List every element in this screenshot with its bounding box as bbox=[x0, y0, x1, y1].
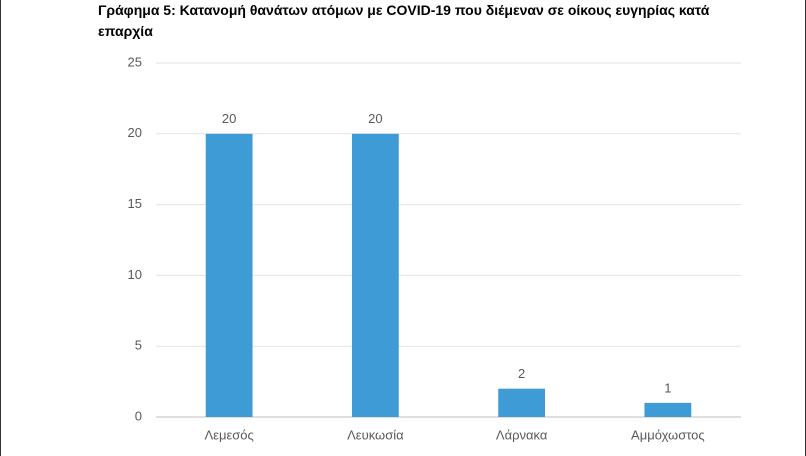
data-label: 20 bbox=[222, 111, 236, 126]
y-tick-label: 10 bbox=[128, 267, 142, 282]
y-tick-label: 25 bbox=[128, 54, 142, 69]
y-tick-label: 20 bbox=[128, 125, 142, 140]
bar bbox=[644, 402, 692, 417]
y-tick-label: 15 bbox=[128, 196, 142, 211]
x-tick-label: Λευκωσία bbox=[347, 427, 404, 442]
x-tick-label: Λάρνακα bbox=[496, 427, 548, 442]
data-label: 2 bbox=[518, 366, 525, 381]
x-tick-label: Αμμόχωστος bbox=[631, 427, 705, 442]
chart-title: Γράφημα 5: Κατανομή θανάτων ατόμων με CO… bbox=[98, 2, 710, 39]
bar bbox=[351, 133, 399, 418]
y-tick-label: 5 bbox=[135, 338, 142, 353]
x-tick-label: Λεμεσός bbox=[204, 427, 253, 442]
data-label: 20 bbox=[368, 111, 382, 126]
data-label: 1 bbox=[664, 380, 671, 395]
y-tick-label: 0 bbox=[135, 408, 142, 423]
bar bbox=[205, 133, 253, 418]
bar bbox=[498, 388, 546, 417]
